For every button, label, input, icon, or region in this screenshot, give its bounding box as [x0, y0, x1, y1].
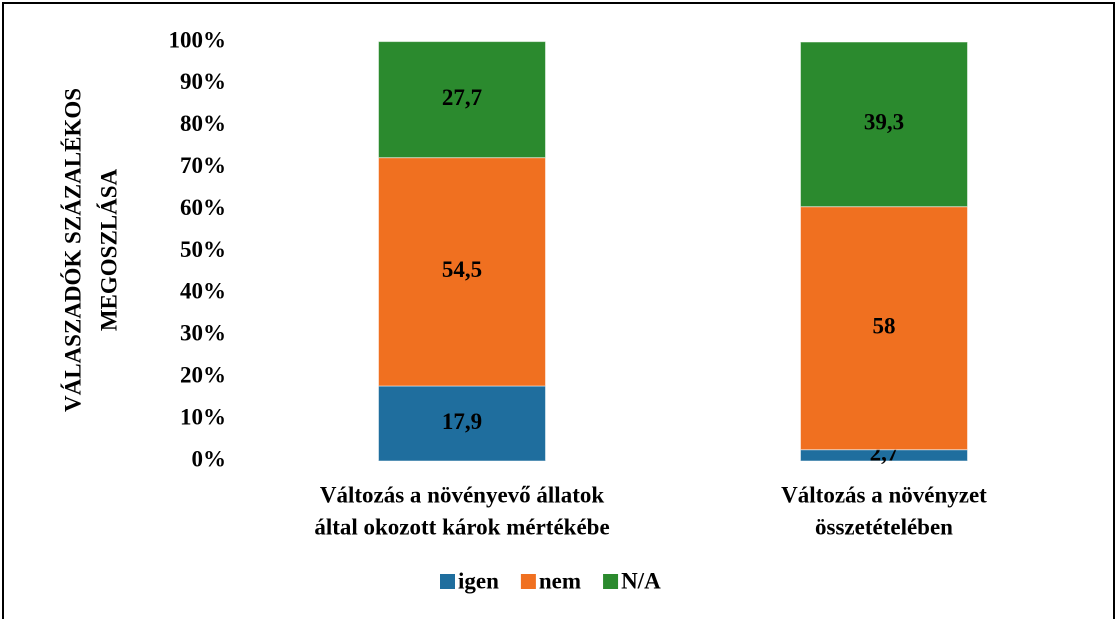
x-tick-label: Változás a növényzet	[781, 482, 987, 507]
y-tick-label: 0%	[192, 446, 227, 471]
y-axis-title: VÁLASZADÓK SZÁZALÉKOS	[59, 88, 85, 412]
bar-segment	[800, 41, 968, 208]
data-label: 39,3	[864, 110, 904, 135]
bar-segment	[378, 157, 546, 387]
data-label: 54,5	[442, 257, 482, 282]
legend-label: nem	[539, 568, 581, 593]
x-tick-label: Változás a növényevő állatok	[320, 482, 605, 507]
y-tick-label: 60%	[180, 195, 226, 220]
y-tick-label: 40%	[180, 279, 226, 304]
bar-segment	[378, 41, 546, 159]
data-label: 17,9	[442, 409, 482, 434]
legend-swatch	[603, 574, 619, 589]
x-tick-label: összetételében	[815, 514, 953, 539]
legend-swatch	[440, 574, 455, 589]
legend-label: igen	[458, 568, 499, 593]
y-axis-title: MEGOSZLÁSA	[96, 168, 121, 331]
x-tick-label: által okozott károk mértékébe	[314, 514, 609, 539]
data-label: 27,7	[442, 85, 482, 110]
bar-segment	[378, 385, 546, 462]
y-tick-label: 20%	[180, 362, 226, 387]
y-tick-label: 70%	[180, 153, 226, 178]
y-tick-label: 10%	[180, 404, 226, 429]
legend-label: N/A	[621, 568, 661, 593]
legend-swatch	[520, 574, 536, 589]
y-tick-label: 30%	[180, 321, 226, 346]
bar-segment	[800, 206, 968, 451]
data-label: 58	[873, 313, 896, 338]
y-tick-label: 100%	[169, 27, 227, 52]
y-tick-label: 50%	[180, 237, 226, 262]
y-tick-label: 80%	[180, 111, 226, 136]
y-tick-label: 90%	[180, 69, 226, 94]
